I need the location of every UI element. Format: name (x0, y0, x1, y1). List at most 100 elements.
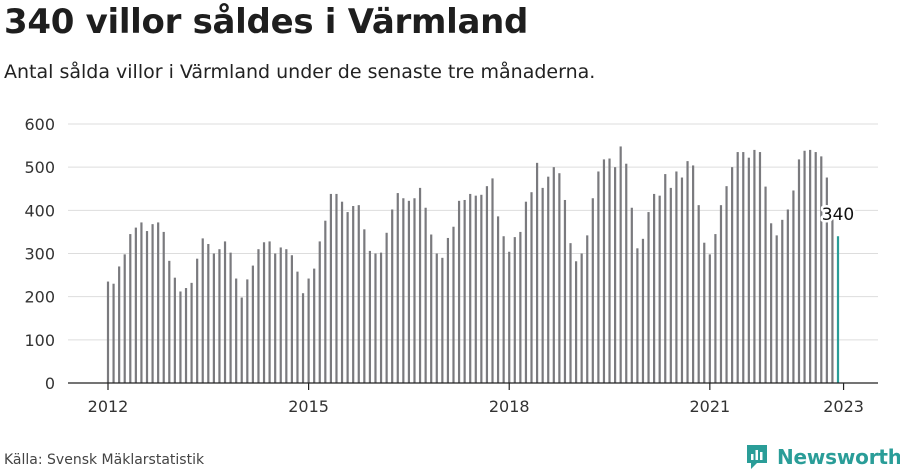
y-tick-label: 200 (24, 288, 55, 307)
bar (574, 261, 578, 383)
bar (374, 253, 377, 383)
x-tick-label: 2012 (88, 397, 129, 416)
y-tick-label: 400 (24, 201, 55, 220)
page-subtitle: Antal sålda villor i Värmland under de s… (4, 61, 596, 83)
bar (212, 253, 215, 383)
bar (441, 257, 444, 383)
bar (725, 186, 728, 383)
bar (770, 223, 773, 383)
bar (157, 222, 160, 383)
bar (385, 232, 388, 383)
y-tick-label: 600 (24, 115, 55, 134)
bar (719, 205, 723, 383)
annotation-label: 340 (822, 205, 854, 225)
bar (686, 161, 689, 383)
bar (708, 254, 711, 383)
bar (129, 234, 132, 383)
bar (274, 253, 277, 383)
bar (552, 167, 555, 383)
bar-highlight (836, 236, 840, 383)
bar (145, 231, 149, 383)
bar (742, 152, 745, 383)
bar (653, 193, 656, 383)
bar (469, 193, 472, 383)
bar (246, 279, 249, 383)
bar (140, 222, 143, 383)
bar (357, 205, 360, 383)
bar (502, 236, 505, 383)
bar (602, 159, 606, 383)
bar (329, 193, 333, 383)
bar (218, 249, 221, 383)
bar (335, 193, 338, 383)
bar (268, 241, 271, 383)
bar (775, 235, 778, 383)
brand-logo[interactable]: Newsworthy (745, 442, 900, 472)
y-tick-label: 300 (24, 245, 55, 264)
bar (491, 178, 494, 383)
bar (118, 266, 121, 383)
bar (452, 226, 455, 383)
bar (396, 193, 399, 383)
bar (753, 149, 756, 383)
bar (391, 209, 394, 383)
bar (257, 249, 260, 383)
bar (692, 165, 695, 383)
bar (831, 216, 834, 383)
bar (179, 291, 182, 383)
x-axis-ticks: 2012 2015 2018 2021 2023 (88, 383, 864, 416)
bar (106, 281, 110, 383)
newsworthy-logo-icon (747, 445, 767, 469)
bar (446, 237, 450, 383)
y-tick-label: 500 (24, 158, 55, 177)
bar (368, 250, 372, 383)
bar (463, 199, 466, 383)
bar (418, 187, 422, 383)
bar (597, 171, 600, 383)
bar (563, 199, 567, 383)
bar (352, 206, 355, 383)
bar (485, 186, 489, 383)
source-text: Källa: Svensk Mäklarstatistik (4, 452, 205, 468)
bar (786, 209, 789, 383)
bar (379, 252, 383, 383)
bars (106, 146, 840, 383)
bar (235, 278, 238, 383)
annotation: 340 (819, 203, 856, 228)
bar (340, 201, 344, 383)
bar (168, 260, 171, 383)
bar (530, 192, 533, 383)
bar (223, 241, 227, 383)
bar (675, 171, 678, 383)
bar (496, 216, 500, 383)
bar (430, 234, 433, 383)
bar (591, 198, 594, 383)
page-title: 340 villor såldes i Värmland (4, 2, 529, 42)
bar (346, 212, 349, 383)
bar (262, 242, 266, 383)
bar (229, 252, 232, 383)
bar (647, 212, 650, 383)
bar (814, 152, 817, 383)
bar (457, 200, 461, 383)
bar (363, 229, 366, 383)
bar (435, 253, 438, 383)
bar (792, 190, 795, 383)
x-tick-label: 2018 (489, 397, 530, 416)
bar (251, 265, 254, 383)
bar (196, 258, 199, 383)
bar (313, 268, 316, 383)
bar (123, 254, 126, 383)
bar (586, 235, 589, 383)
bar (758, 152, 762, 383)
bar-chart: 0 100 200 300 400 500 600 2012 2015 2018 2021 2023… (24, 115, 878, 416)
bar (703, 242, 706, 383)
bar (714, 234, 717, 383)
bar (474, 195, 477, 383)
bar (825, 177, 828, 383)
bar (664, 174, 667, 383)
bar (480, 194, 483, 383)
bar (402, 198, 405, 383)
bar (569, 243, 572, 383)
bar (731, 167, 734, 383)
